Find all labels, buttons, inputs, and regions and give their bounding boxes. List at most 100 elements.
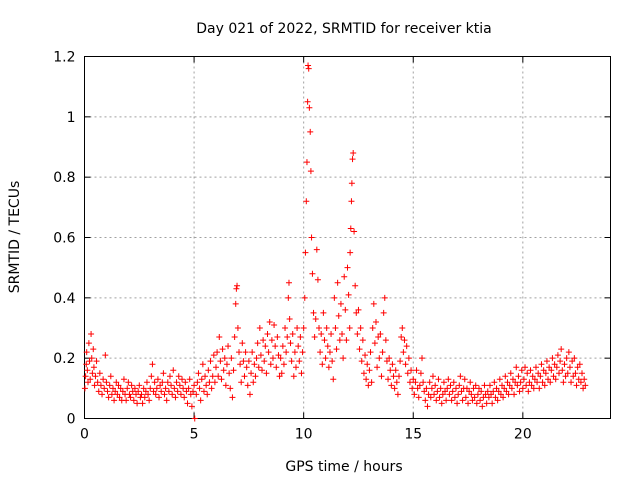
data-point — [426, 379, 433, 386]
data-point — [305, 62, 312, 69]
data-point — [213, 364, 219, 371]
data-point — [396, 373, 403, 380]
data-point — [561, 361, 568, 368]
data-point — [386, 355, 393, 362]
data-point — [337, 300, 344, 307]
data-point — [500, 394, 507, 401]
data-point — [283, 349, 290, 356]
data-point — [83, 349, 90, 356]
data-point — [142, 388, 149, 395]
data-point — [117, 385, 124, 392]
data-point — [136, 382, 143, 389]
data-point — [208, 385, 215, 392]
data-point — [285, 294, 292, 301]
data-point — [237, 361, 244, 368]
data-point — [532, 364, 539, 371]
data-point — [161, 391, 168, 398]
x-tick-label: 0 — [80, 427, 89, 443]
axes — [84, 56, 611, 419]
data-point — [564, 370, 571, 377]
data-point — [352, 282, 359, 289]
data-point — [452, 385, 459, 392]
data-point — [473, 400, 480, 407]
data-point — [295, 343, 302, 350]
data-point — [94, 379, 101, 386]
data-point — [557, 358, 564, 365]
x-axis-label: GPS time / hours — [285, 459, 402, 475]
data-point — [259, 367, 266, 374]
data-point — [350, 150, 357, 157]
data-point — [477, 397, 484, 404]
data-point — [323, 325, 330, 331]
data-point — [421, 388, 428, 395]
data-point — [437, 385, 444, 392]
data-point — [340, 355, 347, 362]
data-point — [575, 376, 582, 383]
data-point — [411, 391, 418, 398]
data-point — [545, 376, 552, 383]
data-point — [439, 391, 446, 398]
data-point — [469, 397, 476, 404]
data-point — [153, 385, 160, 392]
data-point — [528, 382, 535, 389]
data-point — [485, 394, 492, 401]
data-point — [461, 376, 468, 383]
data-point — [462, 394, 469, 401]
data-point — [549, 355, 556, 362]
data-point — [156, 394, 163, 401]
data-point — [318, 331, 325, 338]
data-point — [268, 337, 275, 344]
data-point — [569, 358, 576, 365]
data-point — [574, 364, 581, 371]
data-point — [463, 385, 470, 392]
data-point — [466, 388, 473, 395]
data-point — [234, 325, 241, 331]
data-point — [303, 159, 310, 166]
data-point — [267, 361, 274, 368]
data-point — [405, 355, 412, 362]
data-point — [154, 376, 161, 383]
data-point — [248, 370, 255, 377]
data-point — [120, 376, 127, 383]
data-point — [345, 291, 352, 298]
data-point — [103, 379, 110, 386]
grid — [84, 56, 611, 419]
data-point — [526, 379, 533, 386]
data-point — [558, 346, 565, 353]
data-point — [186, 376, 193, 383]
data-point — [290, 373, 297, 380]
data-point — [221, 355, 228, 362]
data-point — [488, 391, 495, 398]
data-point — [271, 321, 278, 328]
data-point — [424, 403, 431, 410]
data-point — [412, 379, 419, 386]
data-point — [254, 340, 261, 347]
data-point — [515, 373, 522, 380]
data-point — [263, 370, 270, 377]
data-point — [336, 337, 343, 344]
data-point — [512, 379, 519, 386]
data-point — [244, 382, 251, 389]
data-point — [509, 376, 516, 383]
data-point — [280, 361, 287, 368]
chart-title: Day 021 of 2022, SRMTID for receiver kti… — [196, 21, 491, 37]
data-point — [128, 382, 135, 389]
data-point — [571, 355, 578, 362]
data-point — [253, 355, 260, 362]
data-point — [450, 379, 457, 386]
data-point — [277, 355, 284, 362]
data-point — [550, 373, 557, 380]
data-point — [90, 346, 97, 353]
data-point — [234, 282, 241, 289]
data-point — [383, 358, 390, 365]
data-point — [474, 391, 481, 398]
data-point — [145, 391, 152, 398]
data-point — [559, 367, 566, 374]
data-point — [328, 331, 335, 338]
data-point — [260, 337, 267, 344]
data-point — [358, 358, 365, 365]
data-point — [211, 379, 218, 386]
data-point — [196, 385, 203, 392]
data-point — [85, 379, 92, 386]
data-point — [169, 391, 176, 398]
